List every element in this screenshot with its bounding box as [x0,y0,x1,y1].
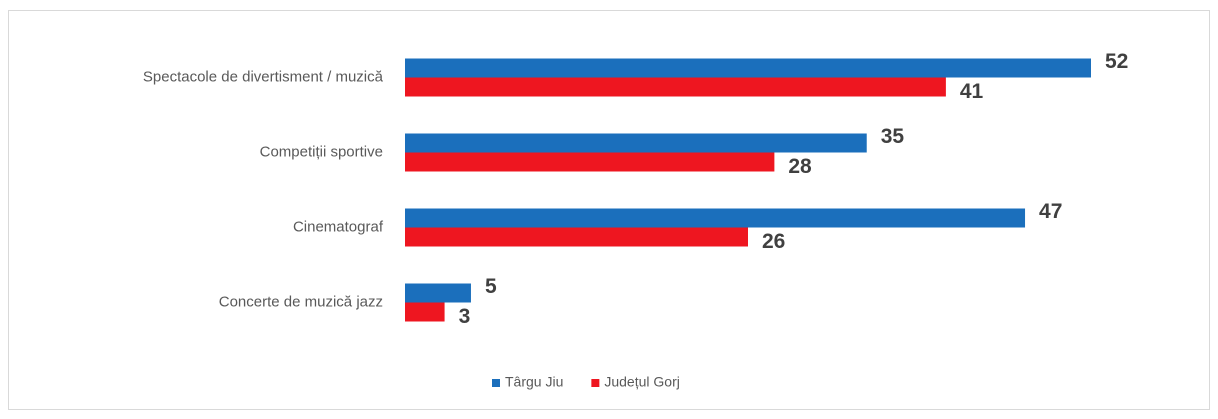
legend-swatch [591,379,600,387]
bar [405,208,1026,228]
bar [405,133,867,153]
value-label: 5 [485,275,497,298]
value-label: 35 [881,125,905,148]
legend-label: Județul Gorj [604,374,679,390]
bar [405,58,1091,78]
category-label: Competiții sportive [260,143,383,160]
legend-label: Târgu Jiu [505,374,563,390]
value-label: 28 [788,155,812,178]
legend-swatch [492,379,500,387]
bar [405,152,775,172]
category-label: Cinematograf [293,218,384,235]
value-label: 26 [762,230,785,253]
bar [405,302,445,322]
category-label: Spectacole de divertisment / muzică [143,68,384,85]
bar [405,227,748,247]
bar [405,283,471,303]
category-label: Concerte de muzică jazz [219,293,383,310]
value-label: 47 [1039,200,1062,223]
value-label: 52 [1105,50,1128,73]
value-label: 3 [459,305,471,328]
value-label: 41 [960,80,984,103]
bar [405,77,946,97]
